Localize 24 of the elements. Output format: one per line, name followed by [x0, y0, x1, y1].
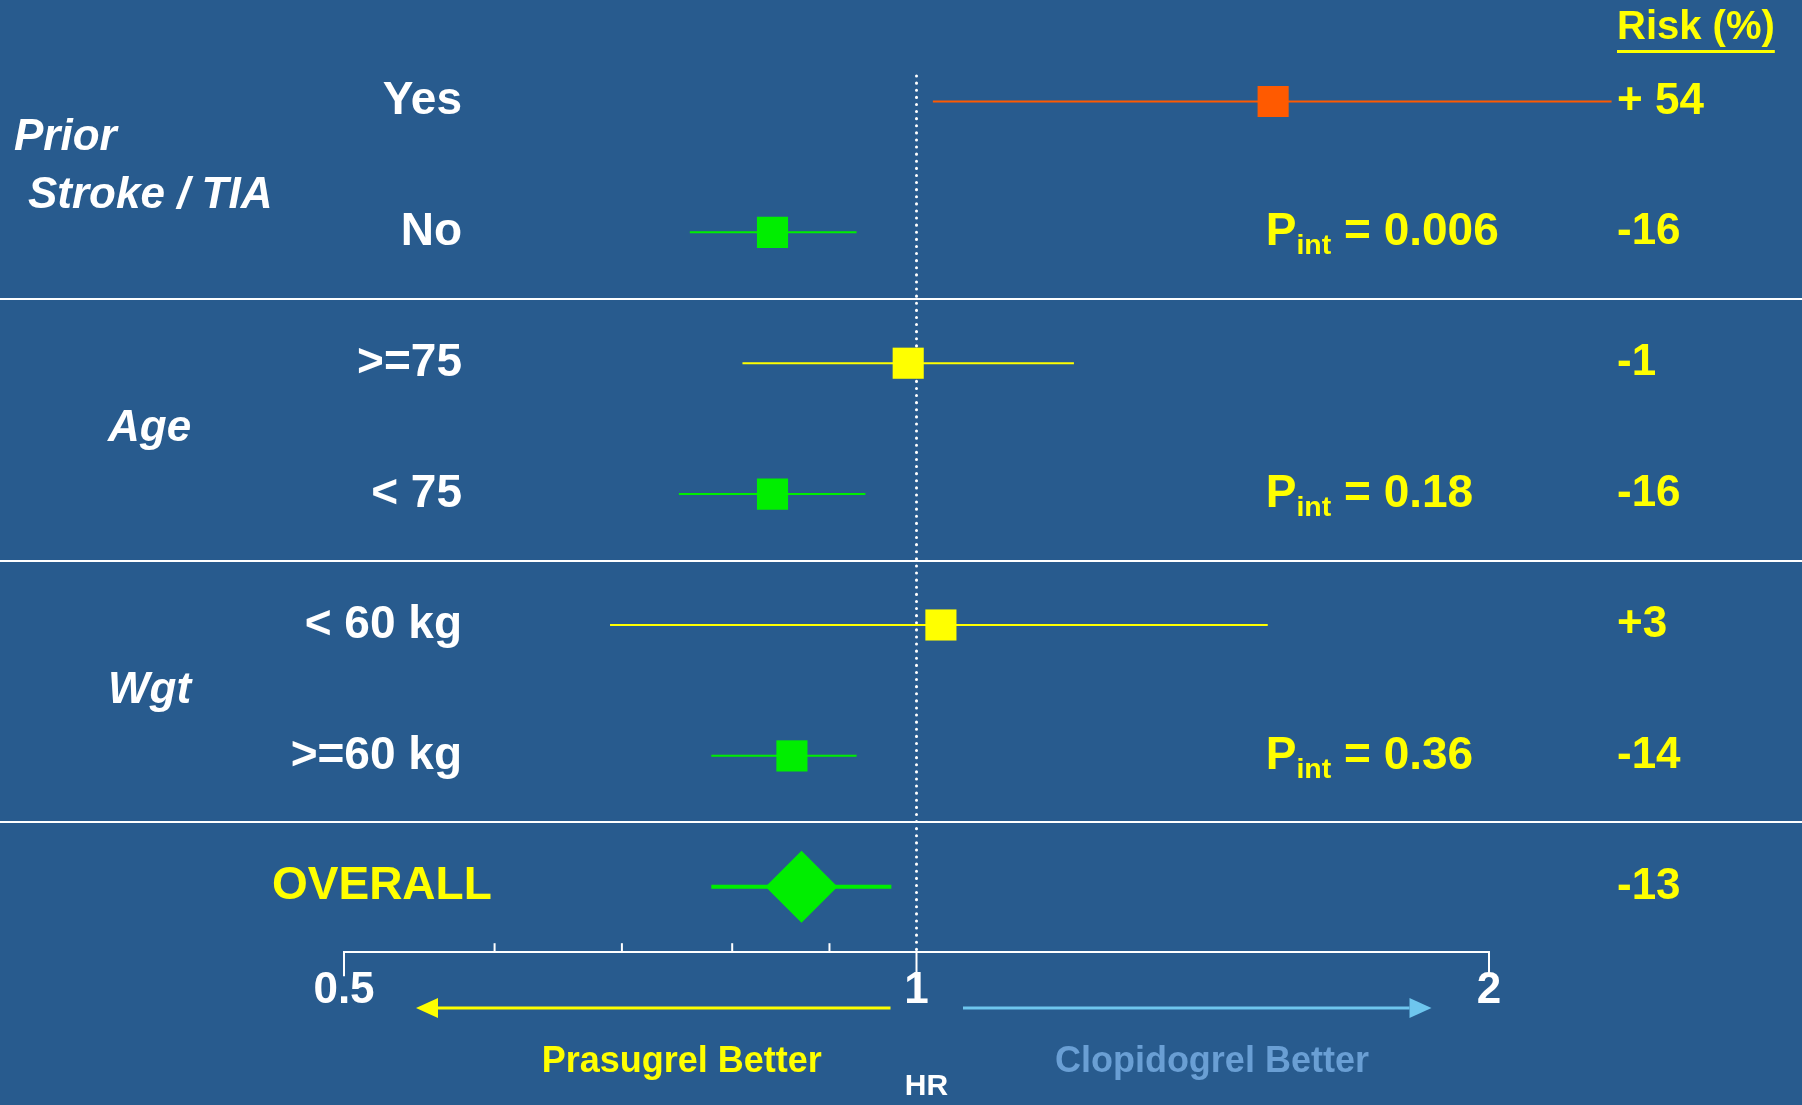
x-tick-label: 1 [904, 962, 929, 1012]
y-tick-label: < 60 kg [304, 595, 462, 648]
text: +3 [1617, 597, 1668, 647]
y-tick-label: < 75 [371, 464, 462, 517]
text: + 54 [1617, 73, 1705, 123]
y-tick-label: >=75 [357, 333, 462, 386]
text: Age [107, 400, 192, 450]
x-tick-label: 0.5 [313, 962, 375, 1012]
text: Prasugrel Better [541, 1039, 822, 1081]
y-tick-label: OVERALL [272, 857, 492, 910]
text: Clopidogrel Better [1054, 1039, 1369, 1081]
text: -13 [1617, 858, 1681, 908]
y-tick-label: No [400, 203, 462, 256]
text: -16 [1617, 466, 1681, 516]
text: Risk (%) [1617, 3, 1775, 48]
y-tick-label: Yes [382, 72, 462, 125]
text: -1 [1617, 335, 1657, 385]
x-tick-label: 2 [1476, 962, 1502, 1012]
text: Prior Stroke / TIA [14, 110, 273, 218]
y-tick-label: >=60 kg [290, 726, 462, 779]
text: -14 [1617, 728, 1682, 778]
text: -16 [1617, 204, 1681, 254]
text: Wgt [108, 662, 194, 712]
x-axis-title: HR [904, 1068, 949, 1102]
